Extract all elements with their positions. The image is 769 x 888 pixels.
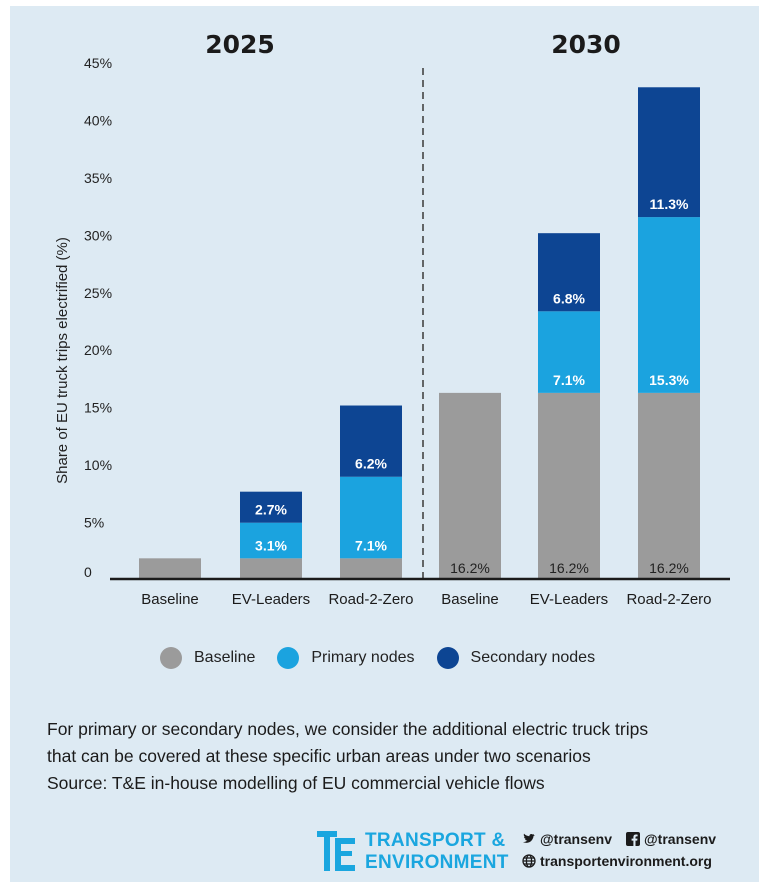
- bar-segment-secondary-nodes: [538, 233, 600, 312]
- data-label: 16.2%: [649, 560, 689, 576]
- bar-segment-primary-nodes: [638, 217, 700, 393]
- y-tick-label: 40%: [84, 112, 112, 128]
- x-tick-label: Baseline: [441, 591, 499, 608]
- data-label: 15.3%: [649, 372, 689, 388]
- website-link[interactable]: transportenvironment.org: [540, 853, 712, 869]
- caption-line-1: For primary or secondary nodes, we consi…: [47, 719, 649, 739]
- legend-label-primary-nodes: Primary nodes: [311, 649, 415, 666]
- legend-item-baseline: Baseline: [160, 647, 255, 669]
- data-label: 3.1%: [255, 537, 287, 553]
- logo-text-line-2: ENVIRONMENT: [365, 852, 509, 873]
- twitter-handle[interactable]: @transenv: [540, 831, 613, 847]
- y-tick-label: 20%: [84, 342, 112, 358]
- data-label: 7.1%: [553, 372, 585, 388]
- data-label: 16.2%: [450, 560, 490, 576]
- legend-item-primary-nodes: Primary nodes: [277, 647, 415, 669]
- y-tick-label: 0: [84, 564, 92, 580]
- x-tick-label: EV-Leaders: [232, 591, 310, 608]
- legend-label-secondary-nodes: Secondary nodes: [470, 649, 596, 666]
- te-logo-mark-icon: [317, 831, 355, 871]
- data-label: 2.7%: [255, 502, 287, 518]
- group-title-2030: 2030: [551, 30, 621, 59]
- transport-environment-logo: TRANSPORT & ENVIRONMENT: [315, 828, 515, 876]
- data-label: 16.2%: [549, 560, 589, 576]
- legend-item-secondary-nodes: Secondary nodes: [436, 647, 596, 669]
- logo-text-line-1: TRANSPORT &: [365, 830, 506, 851]
- bar-segment-baseline: [139, 558, 201, 579]
- bar-segment-secondary-nodes: [340, 405, 402, 477]
- y-tick-label: 10%: [84, 457, 112, 473]
- legend-label-baseline: Baseline: [194, 649, 256, 666]
- caption-line-2: that can be covered at these specific ur…: [47, 746, 591, 766]
- legend-swatch-secondary-nodes: [436, 647, 459, 669]
- bar-segment-baseline: [240, 558, 302, 579]
- y-tick-label: 15%: [84, 400, 112, 416]
- bar-segment-primary-nodes: [240, 522, 302, 559]
- bar-segment-baseline: [340, 558, 402, 579]
- globe-icon: [522, 854, 536, 868]
- y-tick-label: 45%: [84, 55, 112, 71]
- legend-swatch-baseline: [160, 647, 182, 669]
- bar-segment-secondary-nodes: [240, 491, 302, 523]
- data-label: 6.8%: [553, 290, 585, 306]
- x-tick-label: Baseline: [141, 591, 199, 608]
- source-note: Source: T&E in-house modelling of EU com…: [47, 773, 545, 793]
- bar-segment-secondary-nodes: [638, 87, 700, 218]
- legend-swatch-primary-nodes: [277, 647, 300, 669]
- data-label: 6.2%: [355, 456, 387, 472]
- stacked-bar-chart: 0 5% 10% 15% 20% 25% 30% 35% 40% 45% Share of EU t…: [54, 55, 730, 608]
- bar-segment-baseline: [638, 392, 700, 579]
- caption: For primary or secondary nodes, we consi…: [47, 716, 747, 797]
- bar-segment-primary-nodes: [340, 476, 402, 559]
- data-label: 11.3%: [650, 196, 689, 212]
- y-axis-label: Share of EU truck trips electrified (%): [54, 237, 71, 484]
- x-tick-label: Road-2-Zero: [328, 591, 413, 608]
- social-links: @transenv @transenv transportenvironment…: [522, 828, 752, 872]
- y-tick-label: 25%: [84, 285, 112, 301]
- group-title-2025: 2025: [205, 30, 275, 59]
- bar-segment-baseline: [538, 392, 600, 579]
- legend: Baseline Primary nodes Secondary nodes: [160, 643, 617, 673]
- facebook-handle[interactable]: @transenv: [644, 831, 717, 847]
- x-tick-label: EV-Leaders: [530, 591, 608, 608]
- facebook-icon[interactable]: [626, 832, 641, 846]
- chart-panel: 0 5% 10% 15% 20% 25% 30% 35% 40% 45% Share of EU t…: [10, 6, 759, 882]
- y-tick-label: 5%: [84, 515, 104, 531]
- y-tick-label: 35%: [84, 170, 112, 186]
- data-label: 7.1%: [355, 537, 387, 553]
- bar-segment-baseline: [439, 392, 501, 579]
- bar-segment-primary-nodes: [538, 311, 600, 393]
- y-tick-label: 30%: [84, 227, 112, 243]
- twitter-icon[interactable]: [522, 832, 536, 846]
- x-tick-label: Road-2-Zero: [626, 591, 711, 608]
